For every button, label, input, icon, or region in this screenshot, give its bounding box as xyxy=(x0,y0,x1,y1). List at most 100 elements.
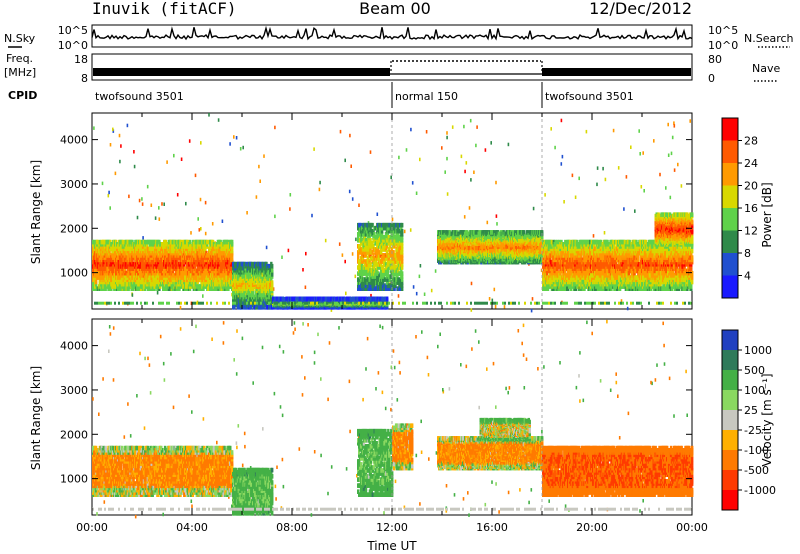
scatter-echo xyxy=(344,259,346,264)
scatter-echo xyxy=(451,125,454,129)
scatter-echo xyxy=(242,145,244,150)
cpid-segment-label: twofsound 3501 xyxy=(95,90,184,103)
scatter-echo xyxy=(302,268,304,272)
scatter-echo xyxy=(274,125,276,130)
scatter-echo xyxy=(667,122,669,127)
beam-title: Beam 00 xyxy=(359,0,431,18)
scatter-echo xyxy=(344,158,346,163)
scatter-echo xyxy=(673,121,675,125)
scatter-echo xyxy=(665,186,667,190)
scatter-echo xyxy=(208,113,210,117)
scatter-echo xyxy=(235,136,238,140)
scatter-echo xyxy=(563,200,565,204)
scatter-echo xyxy=(488,297,491,301)
scatter-echo xyxy=(274,214,276,219)
scatter-echo xyxy=(673,168,676,172)
scatter-echo xyxy=(136,215,139,220)
scatter-echo xyxy=(351,252,354,256)
nsearch-tick-bottom: 10^0 xyxy=(708,39,738,52)
scatter-echo xyxy=(180,157,183,161)
scatter-echo xyxy=(118,133,121,138)
scatter-echo xyxy=(358,203,360,207)
scatter-echo xyxy=(673,124,676,128)
station-title: Inuvik (fitACF) xyxy=(92,0,237,18)
scatter-echo xyxy=(338,242,341,246)
scatter-echo xyxy=(411,181,414,185)
scatter-echo xyxy=(403,229,406,234)
scatter-echo xyxy=(415,191,418,195)
scatter-echo xyxy=(671,135,674,140)
scatter-echo xyxy=(634,209,636,213)
scatter-echo xyxy=(550,127,552,131)
scatter-echo xyxy=(425,130,428,134)
scatter-echo xyxy=(202,294,204,298)
scatter-echo xyxy=(259,179,261,183)
scatter-echo xyxy=(544,193,546,197)
echo-cell xyxy=(231,248,234,254)
power-data-layer xyxy=(92,113,694,313)
scatter-echo xyxy=(305,251,307,256)
scatter-echo xyxy=(354,274,357,279)
scatter-echo xyxy=(667,153,670,157)
scatter-echo xyxy=(194,173,197,178)
scatter-echo xyxy=(571,173,574,178)
scatter-echo xyxy=(626,306,629,311)
scatter-echo xyxy=(468,206,471,210)
scatter-echo xyxy=(211,222,214,226)
echo-cell xyxy=(164,239,168,245)
scatter-echo xyxy=(592,234,595,238)
scatter-echo xyxy=(659,172,661,177)
scatter-echo xyxy=(287,248,290,253)
scatter-echo xyxy=(643,189,645,193)
scatter-echo xyxy=(419,264,422,268)
scatter-echo xyxy=(397,294,400,298)
scatter-echo xyxy=(410,127,412,132)
scatter-echo xyxy=(141,197,143,201)
echo-cell xyxy=(188,239,192,245)
scatter-echo xyxy=(444,170,446,174)
scatter-echo xyxy=(246,211,248,215)
scatter-echo xyxy=(653,139,655,143)
scatter-echo xyxy=(348,189,351,194)
scatter-echo xyxy=(173,153,175,158)
scatter-echo xyxy=(289,207,291,211)
freq-label-bottom: [MHz] xyxy=(4,66,36,79)
scatter-echo xyxy=(604,177,607,182)
nave-tick-bottom: 0 xyxy=(708,72,715,85)
scatter-echo xyxy=(272,287,275,291)
scatter-echo xyxy=(281,255,283,259)
scatter-echo xyxy=(131,293,134,297)
scatter-echo xyxy=(680,184,683,188)
scatter-echo xyxy=(350,164,352,168)
scatter-echo xyxy=(304,285,307,289)
scatter-echo xyxy=(638,129,640,133)
scatter-echo xyxy=(603,231,606,235)
scatter-echo xyxy=(141,202,144,206)
scatter-echo xyxy=(554,145,556,150)
echo-cell xyxy=(123,257,126,263)
scatter-echo xyxy=(158,217,161,221)
scatter-echo xyxy=(289,193,292,197)
freq-tick-bottom: 8 xyxy=(81,72,88,85)
scatter-echo xyxy=(689,119,691,123)
scatter-echo xyxy=(112,127,114,132)
scatter-echo xyxy=(596,166,599,170)
nsky-label: N.Sky xyxy=(4,32,36,45)
scatter-echo xyxy=(311,213,313,218)
scatter-echo xyxy=(142,236,144,240)
scatter-echo xyxy=(405,148,408,152)
scatter-echo xyxy=(494,304,497,309)
scatter-echo xyxy=(198,228,201,232)
scatter-echo xyxy=(415,291,418,296)
nsky-tick-top: 10^5 xyxy=(58,24,88,37)
freq-strip-frame xyxy=(91,53,693,81)
freq-trace-left xyxy=(93,68,390,76)
scatter-echo xyxy=(126,123,129,128)
scatter-echo xyxy=(496,222,498,226)
scatter-echo xyxy=(114,171,117,176)
scatter-echo xyxy=(200,227,202,231)
scatter-echo xyxy=(446,135,448,140)
